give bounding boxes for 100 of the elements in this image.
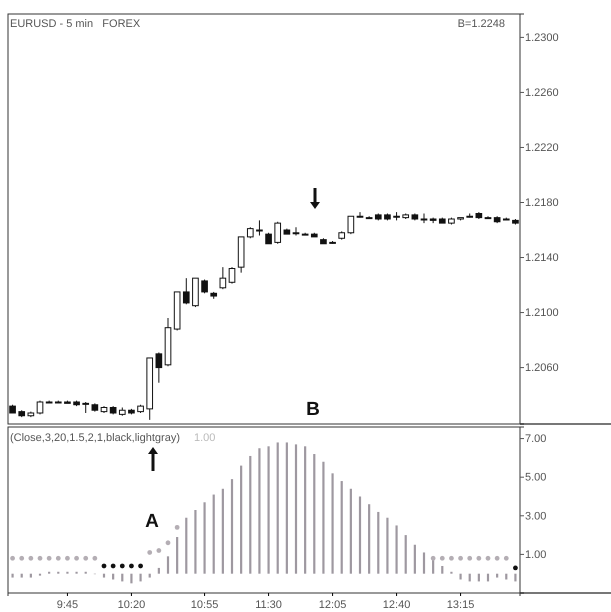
bar (276, 442, 279, 574)
point (467, 556, 472, 561)
bar (486, 574, 490, 582)
point (476, 556, 482, 561)
bar (249, 456, 252, 574)
y-tick-label: 1.2260 (525, 86, 559, 99)
bar (496, 574, 498, 578)
bar (222, 488, 224, 574)
point (440, 556, 445, 561)
x-tick-label: 10:55 (190, 598, 218, 611)
y-tick-label: 1.00 (525, 548, 546, 561)
bar (20, 574, 23, 578)
y-tick-label: 1.2220 (525, 142, 559, 154)
point (486, 556, 490, 561)
annotation: 1.00 (194, 432, 216, 444)
bar (258, 448, 261, 574)
candlestick (348, 216, 354, 235)
candlestick (182, 278, 190, 305)
annotation: B (306, 399, 320, 420)
bar (331, 473, 334, 574)
bar (240, 466, 242, 574)
bar (230, 479, 234, 574)
point (166, 540, 170, 546)
bar (422, 552, 426, 574)
bar (377, 512, 380, 574)
bar (368, 504, 370, 574)
point (102, 564, 106, 568)
x-tick-label: 13:15 (446, 598, 474, 611)
bar (194, 510, 197, 574)
point (74, 556, 79, 561)
x-tick-label: 12:40 (382, 598, 410, 611)
bar (212, 494, 215, 574)
bar (30, 574, 32, 578)
bar (286, 442, 288, 574)
bar (505, 574, 508, 580)
point (174, 524, 180, 530)
bar (514, 574, 517, 582)
bar (395, 525, 398, 574)
point (138, 564, 143, 568)
point (504, 556, 509, 561)
point (10, 556, 15, 561)
bar (358, 496, 362, 574)
bar (404, 535, 407, 574)
y-tick-label: 5.00 (525, 472, 546, 484)
bar (313, 454, 316, 574)
bar (130, 574, 133, 584)
bar (322, 462, 325, 574)
bar (386, 518, 389, 574)
bar (340, 481, 343, 574)
candlestick (246, 226, 254, 239)
y-tick-label: 1.2300 (525, 32, 559, 44)
point (120, 564, 125, 568)
candlestick (256, 220, 263, 236)
bar (468, 574, 471, 582)
y-tick-label: 3.00 (525, 510, 546, 522)
candlestick (228, 266, 236, 284)
point (147, 550, 152, 555)
candlestick (420, 212, 428, 224)
bar (414, 544, 416, 574)
point (56, 556, 61, 561)
candlestick (201, 279, 208, 294)
annotation: B=1.2248 (458, 18, 505, 30)
candlestick (36, 400, 44, 415)
bar (267, 446, 270, 574)
y-tick-label: 1.2140 (525, 252, 559, 264)
bar (139, 574, 142, 582)
bar (121, 574, 124, 582)
candlestick (156, 352, 162, 384)
candlestick (265, 232, 272, 244)
annotation: (Close,3,20,1.5,2,1,black,lightgray) (10, 432, 180, 444)
point (513, 566, 518, 570)
bar (112, 574, 114, 580)
point (28, 556, 34, 561)
point (156, 548, 162, 553)
x-tick-label: 12:05 (318, 598, 346, 611)
point (83, 556, 88, 561)
y-tick-label: 1.2180 (525, 197, 559, 210)
chart-title: EURUSD - 5 min FOREX (10, 18, 141, 30)
point (430, 556, 436, 561)
bar (459, 574, 462, 580)
point (19, 556, 24, 561)
y-tick-label: 7.00 (525, 433, 546, 446)
candlestick (274, 221, 282, 244)
bar (478, 574, 480, 582)
bar (350, 488, 352, 574)
bar (294, 444, 298, 574)
y-tick-label: 1.2060 (525, 362, 559, 374)
point (494, 556, 500, 561)
annotation: A (145, 511, 160, 532)
point (46, 556, 52, 561)
bar (102, 574, 106, 578)
candlestick (220, 266, 226, 290)
x-tick-label: 11:30 (255, 598, 282, 611)
bar (304, 446, 306, 574)
point (38, 556, 42, 561)
bar (176, 537, 178, 574)
point (110, 564, 116, 568)
y-tick-label: 1.2100 (525, 307, 559, 320)
x-tick-label: 9:45 (56, 598, 78, 611)
point (92, 556, 98, 561)
